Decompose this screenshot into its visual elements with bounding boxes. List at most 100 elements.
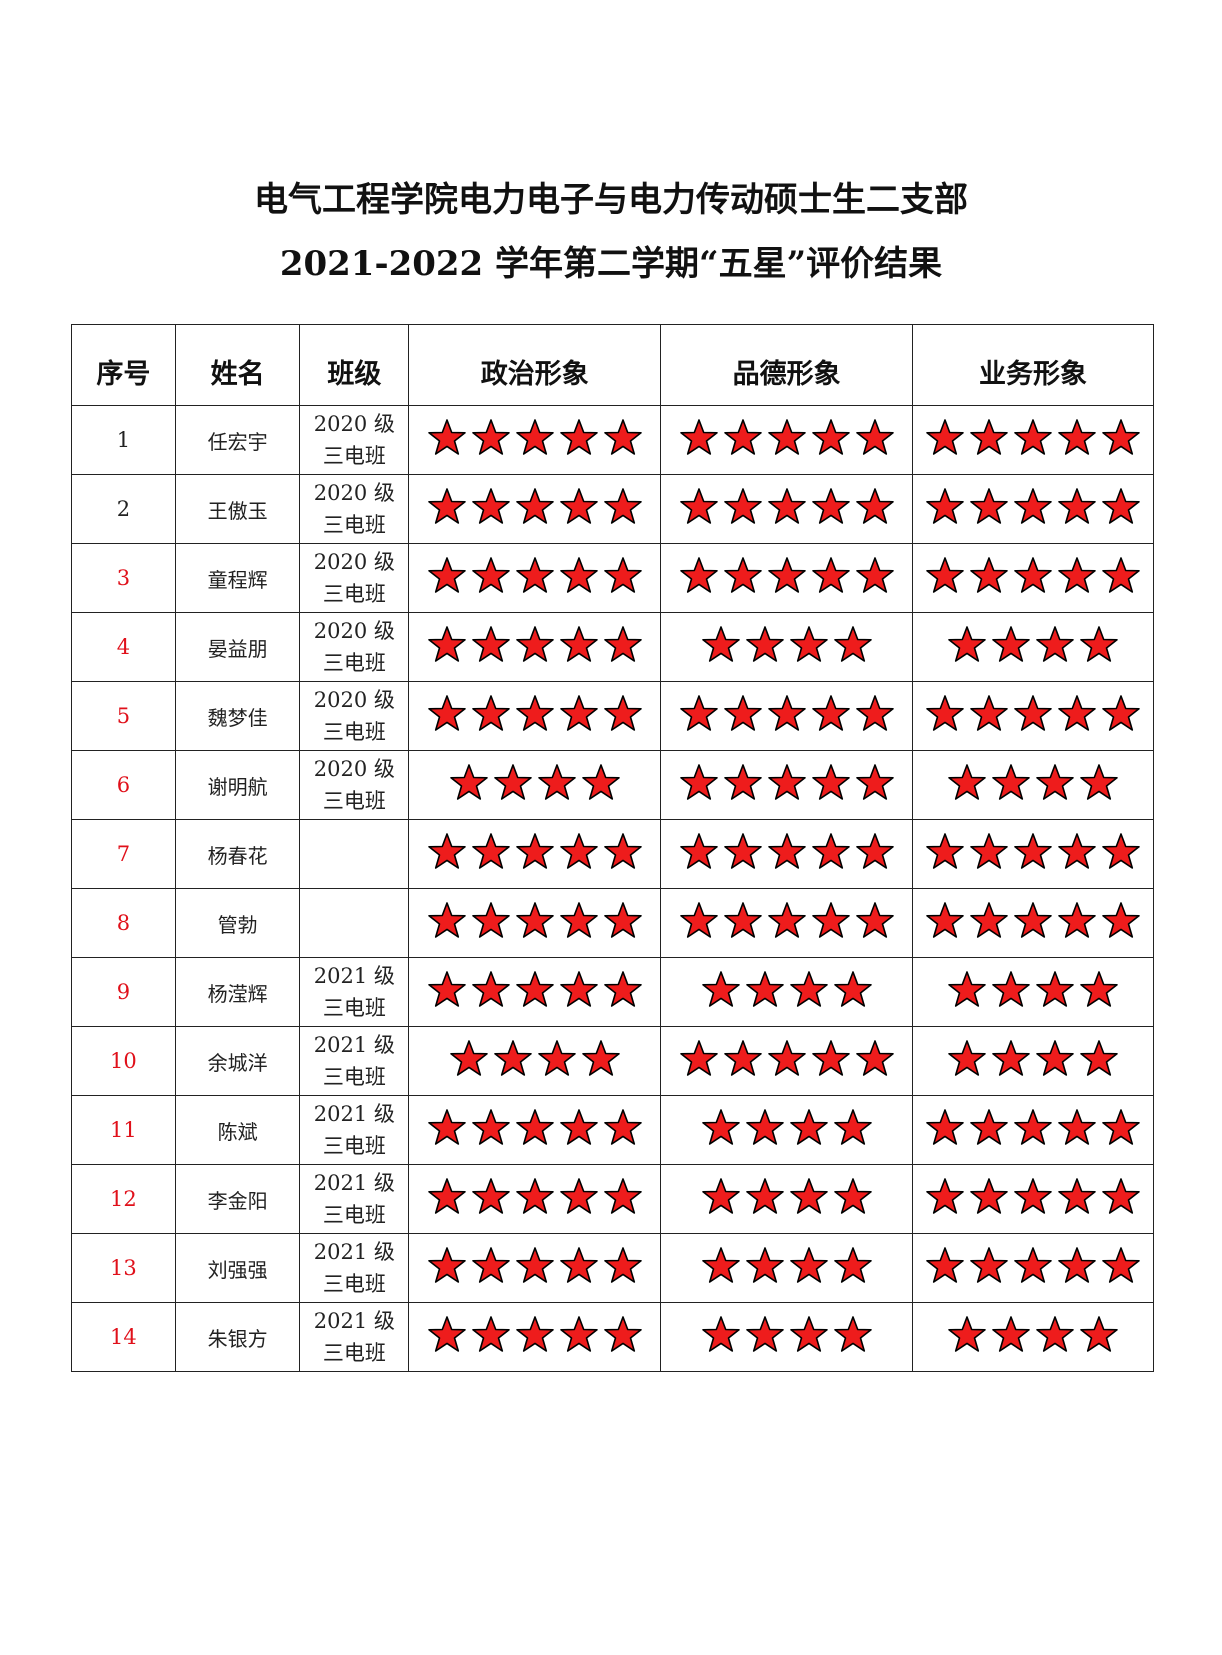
class-year: 2021 级 [313,1240,395,1264]
star-icon [926,556,964,593]
star-icon [767,901,806,938]
star-icon [767,487,806,524]
star-icon [926,694,964,731]
star-icon [515,556,554,593]
political-rating [408,1026,662,1096]
political-rating [408,888,662,958]
star-icon [970,418,1008,455]
moral-rating [660,819,914,889]
star-icon [767,763,806,800]
row-number: 7 [71,819,176,889]
star-icon [603,1177,642,1214]
star-icon [789,1177,828,1214]
class-name: 三电班 [322,720,386,744]
student-name: 余城洋 [174,1026,301,1096]
star-icon [811,694,850,731]
star-icon [723,418,762,455]
star-icon [811,556,850,593]
star-icon [948,625,986,662]
class-name: 三电班 [322,582,386,606]
star-icon [767,418,806,455]
table-row: 8 管勃 [71,888,1154,958]
star-icon [515,487,554,524]
row-number: 13 [71,1233,176,1303]
star-icon [427,901,466,938]
star-icon [559,694,598,731]
star-icon [603,1315,642,1352]
star-icon [559,487,598,524]
star-icon [701,625,740,662]
star-icon [833,970,872,1007]
professional-rating [912,819,1154,889]
star-icon [1102,694,1140,731]
star-icon [948,970,986,1007]
student-name: 魏梦佳 [174,681,301,751]
professional-rating [912,1302,1154,1372]
star-icon [427,832,466,869]
professional-rating [912,1095,1154,1165]
header-political: 政治形象 [408,324,662,406]
star-icon [427,487,466,524]
star-icon [948,763,986,800]
star-icon [471,556,510,593]
star-icon [559,1108,598,1145]
student-name: 杨滢辉 [174,957,301,1027]
star-icon [926,1177,964,1214]
student-class [299,888,410,958]
star-icon [603,1246,642,1283]
political-rating [408,474,662,544]
star-icon [970,901,1008,938]
star-icon [471,1177,510,1214]
star-icon [723,487,762,524]
star-icon [427,970,466,1007]
star-icon [745,1246,784,1283]
star-icon [427,1315,466,1352]
star-icon [493,1039,532,1076]
star-icon [855,832,894,869]
class-name: 三电班 [322,1065,386,1089]
star-icon [559,1177,598,1214]
class-year: 2020 级 [313,412,395,436]
class-year: 2020 级 [313,619,395,643]
student-name: 李金阳 [174,1164,301,1234]
star-icon [789,1108,828,1145]
class-name: 三电班 [322,996,386,1020]
star-icon [515,970,554,1007]
student-name: 任宏宇 [174,405,301,475]
student-name: 朱银方 [174,1302,301,1372]
star-icon [1102,1177,1140,1214]
star-icon [1080,1315,1118,1352]
star-icon [970,694,1008,731]
professional-rating [912,543,1154,613]
moral-rating [660,612,914,682]
star-icon [471,901,510,938]
political-rating [408,957,662,1027]
star-icon [559,970,598,1007]
professional-rating [912,474,1154,544]
row-number: 3 [71,543,176,613]
star-icon [811,1039,850,1076]
political-rating [408,1302,662,1372]
political-rating [408,819,662,889]
class-year: 2020 级 [313,481,395,505]
star-icon [1036,970,1074,1007]
star-icon [679,901,718,938]
star-icon [789,1315,828,1352]
star-icon [970,487,1008,524]
class-year: 2021 级 [313,964,395,988]
star-icon [427,556,466,593]
moral-rating [660,888,914,958]
star-icon [970,832,1008,869]
student-class: 2021 级三电班 [299,1302,410,1372]
moral-rating [660,957,914,1027]
student-class: 2020 级三电班 [299,750,410,820]
evaluation-table: 序号 姓名 班级 政治形象 品德形象 业务形象 1 任宏宇 2020 级三电班 2… [71,324,1154,1372]
star-icon [992,625,1030,662]
student-name: 管勃 [174,888,301,958]
professional-rating [912,1233,1154,1303]
star-icon [515,418,554,455]
star-icon [559,832,598,869]
star-icon [515,1246,554,1283]
star-icon [1058,556,1096,593]
class-year: 2021 级 [313,1033,395,1057]
